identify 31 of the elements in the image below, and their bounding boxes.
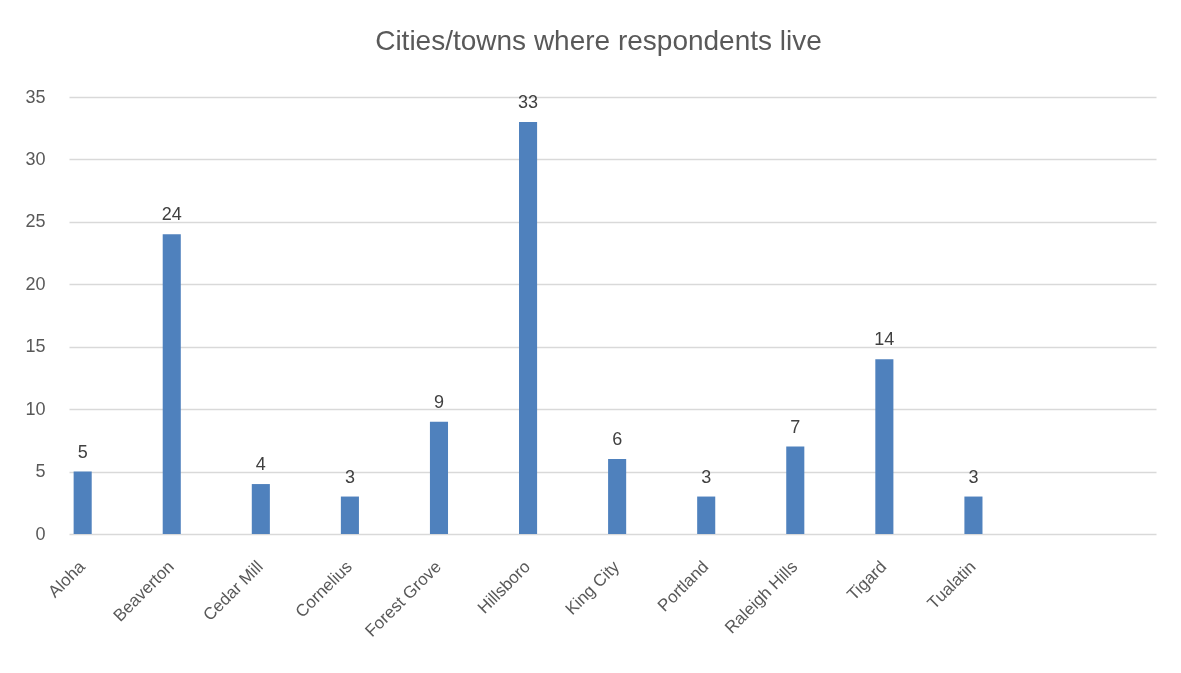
data-label: 6	[612, 429, 623, 450]
data-label: 9	[433, 391, 444, 412]
bar	[162, 234, 181, 534]
data-label: 3	[701, 466, 712, 487]
y-tick-label: 35	[25, 86, 46, 107]
chart-title: Cities/towns where respondents live	[375, 25, 822, 56]
bar	[519, 121, 538, 534]
data-label: 3	[344, 466, 355, 487]
data-label: 4	[255, 454, 266, 475]
bar	[340, 496, 359, 534]
y-tick-label: 5	[35, 461, 46, 482]
bar	[964, 496, 983, 534]
bar	[73, 471, 92, 534]
bar	[608, 459, 627, 534]
y-tick-label: 15	[25, 336, 46, 357]
data-label: 5	[77, 441, 88, 462]
bar	[429, 421, 449, 534]
data-label: 14	[874, 329, 895, 350]
bar	[251, 484, 270, 534]
data-label: 7	[790, 416, 801, 437]
y-tick-label: 0	[35, 523, 46, 544]
bar	[697, 496, 716, 534]
bar	[786, 446, 805, 534]
y-tick-label: 30	[25, 148, 46, 169]
data-label: 3	[968, 466, 979, 487]
y-tick-label: 25	[25, 211, 46, 232]
data-label: 24	[161, 204, 182, 225]
bar	[875, 359, 894, 534]
data-label: 33	[518, 91, 539, 112]
y-tick-label: 20	[25, 273, 46, 294]
y-tick-label: 10	[25, 398, 46, 419]
